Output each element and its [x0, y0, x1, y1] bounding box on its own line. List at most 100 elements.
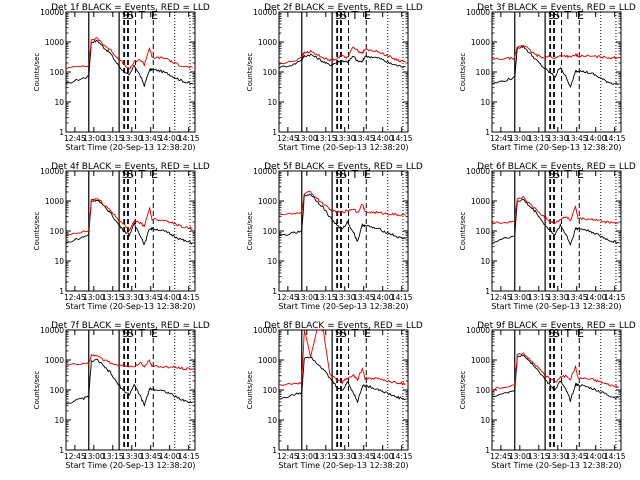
y-tick-label: 1 — [59, 446, 64, 455]
x-axis-label: Start Time (20-Sep-13 12:38:20) — [65, 461, 195, 470]
x-tick-label: 13:30 — [334, 452, 356, 461]
y-tick-label: 1 — [272, 287, 277, 296]
flare-marker-s: S — [548, 168, 555, 181]
y-axis-label: Counts/sec — [246, 212, 254, 251]
series-line-lld — [65, 198, 193, 236]
x-tick-label: 12:45 — [490, 452, 512, 461]
x-tick-label: 14:00 — [372, 452, 394, 461]
y-tick-label: 1 — [485, 446, 490, 455]
x-tick-label: 13:15 — [315, 452, 337, 461]
series-line-events — [65, 39, 193, 87]
flare-marker-s: S — [335, 168, 342, 181]
x-tick-label: 14:15 — [604, 293, 626, 302]
chart-title: Det 2f BLACK = Events, RED = LLD — [264, 3, 423, 13]
x-tick-label: 13:30 — [334, 293, 356, 302]
x-tick-label: 14:00 — [159, 452, 181, 461]
x-axis-label: Start Time (20-Sep-13 12:38:20) — [278, 461, 408, 470]
y-tick-label: 10000 — [40, 167, 64, 176]
flare-marker-e: E — [151, 9, 158, 22]
flare-marker-t: T — [351, 9, 359, 22]
x-tick-label: 13:30 — [547, 134, 569, 143]
flare-marker-e: E — [151, 168, 158, 181]
x-tick-label: 13:15 — [102, 452, 124, 461]
series-line-lld — [278, 190, 406, 217]
flare-marker-e: E — [577, 168, 584, 181]
y-tick-label: 1 — [272, 128, 277, 137]
x-tick-label: 14:00 — [585, 452, 607, 461]
x-tick-label: 13:45 — [140, 134, 162, 143]
x-axis-label: Start Time (20-Sep-13 12:38:20) — [491, 461, 621, 470]
y-axis-label: Counts/sec — [33, 371, 41, 410]
flare-marker-s: S — [335, 9, 342, 22]
x-tick-label: 13:45 — [353, 452, 375, 461]
y-tick-label: 1 — [485, 128, 490, 137]
y-tick-label: 10 — [480, 98, 490, 107]
y-tick-label: 1 — [272, 446, 277, 455]
y-tick-label: 100 — [476, 386, 491, 395]
flare-marker-s: S — [553, 168, 560, 181]
x-tick-label: 13:00 — [509, 134, 531, 143]
y-tick-label: 1000 — [45, 197, 64, 206]
y-tick-label: 100 — [476, 68, 491, 77]
y-tick-label: 10 — [267, 98, 277, 107]
x-tick-label: 14:15 — [178, 134, 200, 143]
y-tick-label: 10000 — [40, 8, 64, 17]
series-line-lld — [65, 353, 193, 371]
x-tick-label: 13:45 — [353, 293, 375, 302]
plot-frame — [65, 329, 196, 451]
y-tick-label: 10 — [54, 257, 64, 266]
x-tick-label: 13:15 — [528, 452, 550, 461]
chart-title: Det 4f BLACK = Events, RED = LLD — [51, 162, 210, 172]
plot-frame — [65, 170, 196, 292]
flare-marker-e: E — [151, 327, 158, 340]
x-tick-label: 13:30 — [121, 293, 143, 302]
x-tick-label: 13:00 — [83, 293, 105, 302]
x-tick-label: 13:15 — [102, 134, 124, 143]
series-line-events — [278, 53, 406, 69]
series-line-events — [278, 356, 406, 403]
x-tick-label: 14:15 — [391, 293, 413, 302]
y-tick-label: 10 — [54, 416, 64, 425]
chart-title: Det 1f BLACK = Events, RED = LLD — [51, 3, 210, 13]
flare-marker-s: S — [127, 327, 134, 340]
x-tick-label: 14:15 — [604, 134, 626, 143]
y-tick-label: 10000 — [253, 326, 277, 335]
flare-marker-e: E — [364, 327, 371, 340]
series-line-lld — [65, 37, 193, 70]
x-tick-label: 14:00 — [372, 293, 394, 302]
x-tick-label: 13:30 — [121, 452, 143, 461]
plot-frame — [278, 11, 409, 133]
flare-marker-s: S — [548, 9, 555, 22]
chart-title: Det 9f BLACK = Events, RED = LLD — [477, 321, 636, 331]
y-tick-label: 10 — [54, 98, 64, 107]
y-tick-label: 100 — [263, 68, 278, 77]
x-tick-label: 13:45 — [140, 293, 162, 302]
y-tick-label: 10000 — [466, 8, 490, 17]
y-tick-label: 100 — [263, 227, 278, 236]
x-axis-label: Start Time (20-Sep-13 12:38:20) — [491, 302, 621, 311]
flare-marker-s: S — [122, 168, 129, 181]
x-tick-label: 13:15 — [528, 134, 550, 143]
flare-marker-e: E — [577, 9, 584, 22]
x-tick-label: 12:45 — [277, 452, 299, 461]
series-line-events — [491, 198, 619, 247]
y-tick-label: 100 — [263, 386, 278, 395]
x-tick-label: 13:15 — [315, 134, 337, 143]
x-tick-label: 12:45 — [490, 134, 512, 143]
series-line-lld — [278, 46, 406, 66]
y-tick-label: 100 — [50, 227, 65, 236]
x-tick-label: 12:45 — [277, 293, 299, 302]
x-tick-label: 13:00 — [83, 452, 105, 461]
y-tick-label: 1000 — [45, 356, 64, 365]
y-axis-label: Counts/sec — [459, 371, 467, 410]
y-axis-label: Counts/sec — [33, 212, 41, 251]
x-tick-label: 13:00 — [296, 293, 318, 302]
x-tick-label: 13:30 — [547, 293, 569, 302]
x-tick-label: 12:45 — [277, 134, 299, 143]
y-tick-label: 10 — [267, 257, 277, 266]
y-tick-label: 10000 — [466, 326, 490, 335]
